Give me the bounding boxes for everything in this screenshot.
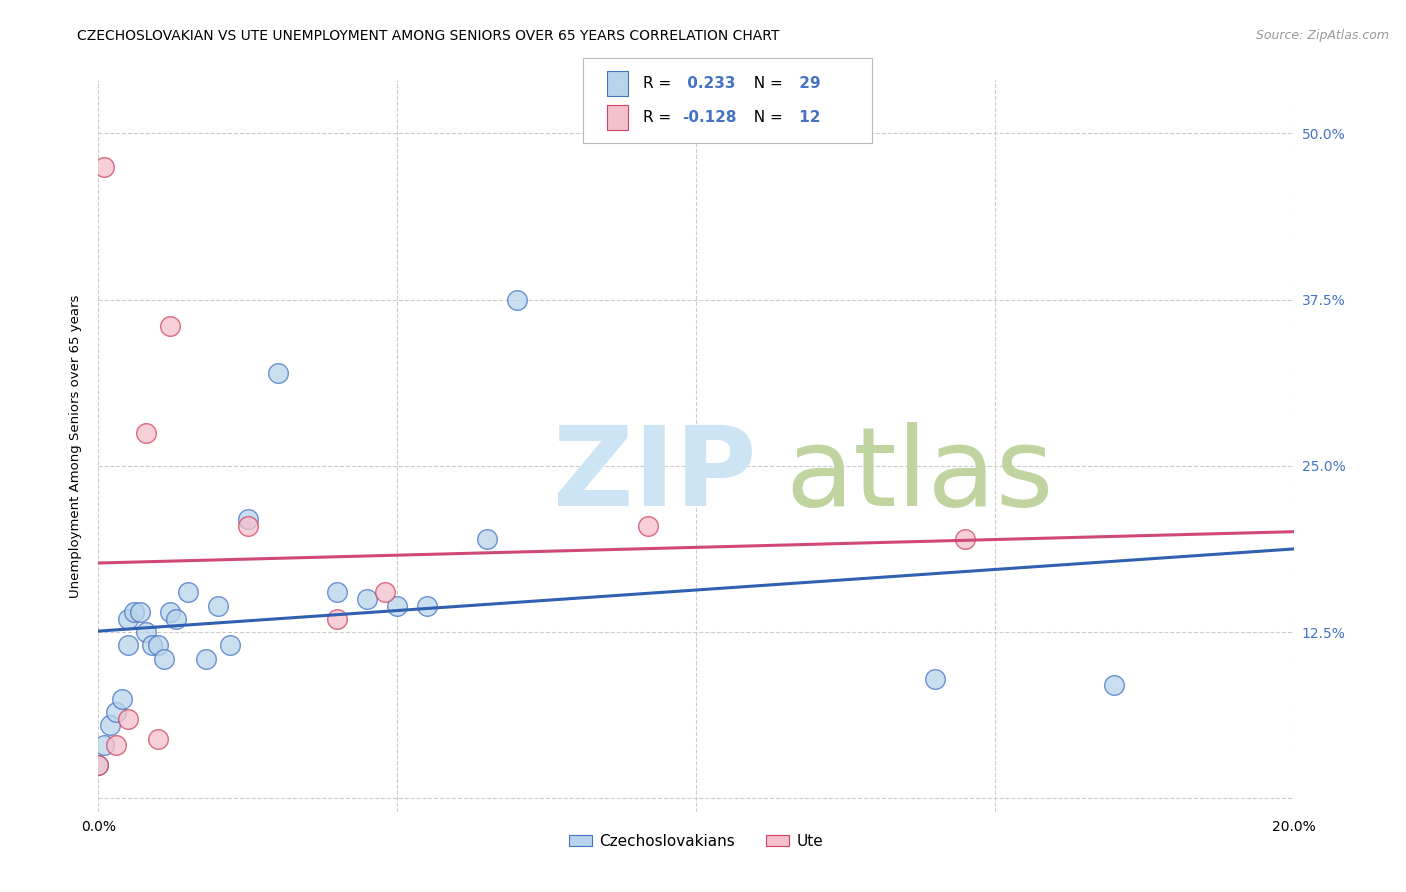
Text: 0.233: 0.233 [682, 76, 735, 91]
Point [159, 605, 181, 619]
Point [117, 639, 139, 653]
Point [153, 652, 176, 666]
Text: CZECHOSLOVAKIAN VS UTE UNEMPLOYMENT AMONG SENIORS OVER 65 YEARS CORRELATION CHAR: CZECHOSLOVAKIAN VS UTE UNEMPLOYMENT AMON… [77, 29, 780, 43]
Point [117, 612, 139, 626]
Point [87, 758, 110, 772]
Point [637, 518, 659, 533]
Point [135, 625, 157, 640]
Text: R =: R = [643, 76, 676, 91]
Text: N =: N = [744, 76, 787, 91]
Legend: Czechoslovakians, Ute: Czechoslovakians, Ute [562, 828, 830, 855]
Point [105, 738, 128, 752]
Point [148, 639, 170, 653]
Point [117, 712, 139, 726]
Point [475, 532, 498, 546]
Point [93, 738, 115, 752]
Text: Source: ZipAtlas.com: Source: ZipAtlas.com [1256, 29, 1389, 42]
Text: R =: R = [643, 111, 676, 125]
Point [385, 599, 409, 613]
Text: atlas: atlas [786, 422, 1054, 529]
Point [98, 718, 122, 732]
Point [326, 585, 349, 599]
Point [87, 758, 110, 772]
Point [135, 425, 157, 440]
Point [165, 612, 187, 626]
Y-axis label: Unemployment Among Seniors over 65 years: Unemployment Among Seniors over 65 years [69, 294, 82, 598]
Point [506, 293, 529, 307]
Text: ZIP: ZIP [553, 422, 756, 529]
Point [416, 599, 439, 613]
Point [148, 731, 170, 746]
Point [177, 585, 200, 599]
Point [356, 591, 378, 606]
Point [1104, 678, 1126, 692]
Point [326, 612, 349, 626]
Point [105, 705, 128, 719]
Point [195, 652, 218, 666]
Point [236, 518, 259, 533]
Point [124, 605, 146, 619]
Point [129, 605, 152, 619]
Text: N =: N = [744, 111, 787, 125]
Point [374, 585, 396, 599]
Text: -0.128: -0.128 [682, 111, 737, 125]
Point [207, 599, 229, 613]
Point [141, 639, 163, 653]
Text: 12: 12 [794, 111, 821, 125]
Point [111, 691, 134, 706]
Point [924, 672, 946, 686]
Text: 29: 29 [794, 76, 821, 91]
Point [93, 160, 115, 174]
Point [159, 319, 181, 334]
Point [267, 366, 290, 380]
Point [219, 639, 242, 653]
Point [236, 512, 259, 526]
Point [953, 532, 976, 546]
